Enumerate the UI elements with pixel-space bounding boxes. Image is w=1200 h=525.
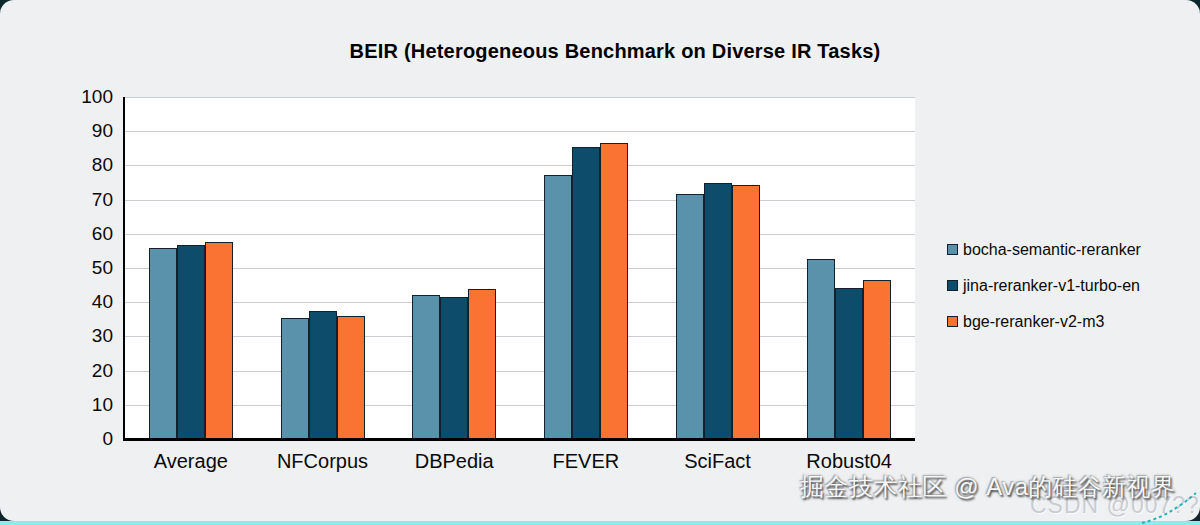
bar-bge-reranker-v2-m3 xyxy=(468,289,496,439)
bar-bge-reranker-v2-m3 xyxy=(863,280,891,439)
bar-jina-reranker-v1-turbo-en xyxy=(704,183,732,439)
x-axis-line xyxy=(123,438,915,441)
bar-bge-reranker-v2-m3 xyxy=(205,242,233,439)
y-axis-tick-label: 30 xyxy=(0,323,113,349)
y-axis-tick-label: 40 xyxy=(0,289,113,315)
gridline xyxy=(125,405,915,406)
bar-jina-reranker-v1-turbo-en xyxy=(835,288,863,439)
bar-bocha-semantic-reranker xyxy=(412,295,440,439)
legend-label: jina-reranker-v1-turbo-en xyxy=(963,277,1140,295)
bar-bge-reranker-v2-m3 xyxy=(337,316,365,439)
bar-jina-reranker-v1-turbo-en xyxy=(177,245,205,439)
watermark-juejin: 掘金技术社区 @ Ava的硅谷新视界 xyxy=(800,471,1176,503)
y-axis-tick-label: 50 xyxy=(0,255,113,281)
plot-area xyxy=(125,97,915,439)
gridline xyxy=(125,200,915,201)
x-axis-label: FEVER xyxy=(520,450,652,473)
gridline xyxy=(125,131,915,132)
chart-title: BEIR (Heterogeneous Benchmark on Diverse… xyxy=(30,40,1200,63)
gridline xyxy=(125,165,915,166)
legend-swatch xyxy=(947,244,958,255)
legend-item: bocha-semantic-reranker xyxy=(947,240,1141,259)
legend: bocha-semantic-reranker jina-reranker-v1-… xyxy=(947,240,1141,348)
bar-bocha-semantic-reranker xyxy=(544,175,572,439)
bar-jina-reranker-v1-turbo-en xyxy=(440,297,468,439)
y-axis-line xyxy=(123,97,125,440)
corner-dashed-decoration xyxy=(1138,491,1200,525)
bottom-accent-strip xyxy=(0,521,1200,525)
bar-bocha-semantic-reranker xyxy=(149,248,177,439)
x-axis-label: Average xyxy=(125,450,257,473)
x-axis-label: NFCorpus xyxy=(257,450,389,473)
bar-bge-reranker-v2-m3 xyxy=(600,143,628,439)
bar-bocha-semantic-reranker xyxy=(676,194,704,439)
bar-jina-reranker-v1-turbo-en xyxy=(572,147,600,439)
y-axis-tick-label: 70 xyxy=(0,187,113,213)
legend-swatch xyxy=(947,316,958,327)
legend-item: jina-reranker-v1-turbo-en xyxy=(947,276,1141,295)
y-axis-tick-label: 100 xyxy=(0,84,113,110)
gridline xyxy=(125,234,915,235)
bar-bocha-semantic-reranker xyxy=(807,259,835,439)
bar-bocha-semantic-reranker xyxy=(281,318,309,439)
y-axis-tick-label: 20 xyxy=(0,358,113,384)
legend-label: bocha-semantic-reranker xyxy=(963,241,1141,259)
x-axis-label: SciFact xyxy=(652,450,784,473)
y-axis-tick-label: 60 xyxy=(0,221,113,247)
legend-item: bge-reranker-v2-m3 xyxy=(947,312,1141,331)
legend-swatch xyxy=(947,280,958,291)
bar-jina-reranker-v1-turbo-en xyxy=(309,311,337,439)
gridline xyxy=(125,336,915,337)
x-axis-label: Robust04 xyxy=(783,450,915,473)
x-axis-label: DBPedia xyxy=(388,450,520,473)
y-axis-tick-label: 90 xyxy=(0,118,113,144)
gridline xyxy=(125,371,915,372)
y-axis-tick-label: 0 xyxy=(0,426,113,452)
legend-label: bge-reranker-v2-m3 xyxy=(963,313,1104,331)
gridline xyxy=(125,97,915,98)
gridline xyxy=(125,302,915,303)
y-axis-tick-label: 10 xyxy=(0,392,113,418)
chart-card: BEIR (Heterogeneous Benchmark on Diverse… xyxy=(0,0,1200,521)
bar-bge-reranker-v2-m3 xyxy=(732,185,760,439)
y-axis-tick-label: 80 xyxy=(0,152,113,178)
gridline xyxy=(125,268,915,269)
